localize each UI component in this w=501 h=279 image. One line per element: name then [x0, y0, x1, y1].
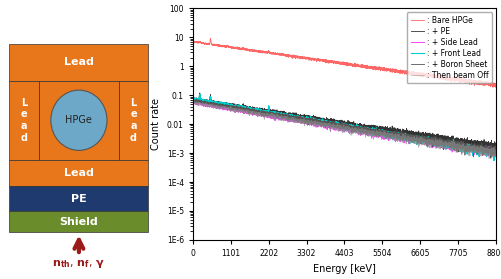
: + PE: (8.65e+03, 0.00115): + PE: (8.65e+03, 0.00115) — [487, 150, 493, 153]
: + PE: (7.24e+03, 0.00349): + PE: (7.24e+03, 0.00349) — [439, 136, 445, 139]
Text: Lead: Lead — [64, 168, 94, 178]
Bar — [10, 186, 148, 211]
Text: L
e
a
d: L e a d — [130, 98, 137, 143]
: Then beam Off: (5.73e+03, 0.00434): Then beam Off: (5.73e+03, 0.00434) — [387, 133, 393, 136]
: + PE: (1, 0.0769): + PE: (1, 0.0769) — [190, 97, 196, 100]
: + PE: (1.6e+03, 0.0353): + PE: (1.6e+03, 0.0353) — [245, 107, 251, 110]
: + Side Lead: (1, 0.0523): + Side Lead: (1, 0.0523) — [190, 102, 196, 105]
: + Side Lead: (200, 0.0794): + Side Lead: (200, 0.0794) — [197, 97, 203, 100]
: + Side Lead: (6.57e+03, 0.00303): + Side Lead: (6.57e+03, 0.00303) — [416, 138, 422, 141]
Bar — [10, 211, 148, 232]
: Bare HPGe: (8.81e+03, 0.2): Bare HPGe: (8.81e+03, 0.2) — [493, 85, 499, 88]
: Then beam Off: (7.24e+03, 0.00171): Then beam Off: (7.24e+03, 0.00171) — [439, 145, 445, 148]
: + Front Lead: (8.81e+03, 0.00117): + Front Lead: (8.81e+03, 0.00117) — [493, 150, 499, 153]
: Bare HPGe: (6.57e+03, 0.505): Bare HPGe: (6.57e+03, 0.505) — [416, 73, 422, 76]
: + Front Lead: (3.37e+03, 0.0149): + Front Lead: (3.37e+03, 0.0149) — [306, 117, 312, 121]
: Then beam Off: (6.57e+03, 0.00277): Then beam Off: (6.57e+03, 0.00277) — [416, 139, 422, 142]
: Bare HPGe: (5.28e+03, 0.789): Bare HPGe: (5.28e+03, 0.789) — [372, 68, 378, 71]
: + Front Lead: (6.57e+03, 0.0036): + Front Lead: (6.57e+03, 0.0036) — [416, 135, 422, 139]
: + Front Lead: (5.73e+03, 0.00442): + Front Lead: (5.73e+03, 0.00442) — [387, 133, 393, 136]
Line: : + Boron Sheet: : + Boron Sheet — [193, 99, 496, 158]
Bar — [10, 160, 148, 186]
Text: L
e
a
d: L e a d — [21, 98, 28, 143]
: + Boron Sheet: (8.66e+03, 0.000668): + Boron Sheet: (8.66e+03, 0.000668) — [488, 157, 494, 160]
: + Side Lead: (8.81e+03, 0.000964): + Side Lead: (8.81e+03, 0.000964) — [493, 152, 499, 155]
: + PE: (200, 0.119): + PE: (200, 0.119) — [197, 92, 203, 95]
Ellipse shape — [51, 90, 107, 150]
: + Boron Sheet: (8.81e+03, 0.00143): + Boron Sheet: (8.81e+03, 0.00143) — [493, 147, 499, 150]
Text: $\mathbf{n_{th}}$, $\mathbf{n_f}$, $\mathbf{\gamma}$: $\mathbf{n_{th}}$, $\mathbf{n_f}$, $\mat… — [53, 258, 105, 270]
: + Front Lead: (8.75e+03, 0.000548): + Front Lead: (8.75e+03, 0.000548) — [491, 159, 497, 162]
Line: : + Side Lead: : + Side Lead — [193, 98, 496, 157]
: Then beam Off: (1.6e+03, 0.0227): Then beam Off: (1.6e+03, 0.0227) — [245, 112, 251, 116]
: Then beam Off: (8.81e+03, 0.00132): Then beam Off: (8.81e+03, 0.00132) — [493, 148, 499, 151]
: + PE: (8.81e+03, 0.00196): + PE: (8.81e+03, 0.00196) — [493, 143, 499, 146]
: Then beam Off: (1, 0.0593): Then beam Off: (1, 0.0593) — [190, 100, 196, 104]
: + Boron Sheet: (5.73e+03, 0.00388): + Boron Sheet: (5.73e+03, 0.00388) — [387, 134, 393, 138]
: + Front Lead: (7.24e+03, 0.0023): + Front Lead: (7.24e+03, 0.0023) — [439, 141, 445, 144]
Line: : Then beam Off: : Then beam Off — [193, 102, 496, 159]
Text: HPGe: HPGe — [66, 115, 92, 125]
Text: Lead: Lead — [64, 57, 94, 68]
: Bare HPGe: (3.37e+03, 1.82): Bare HPGe: (3.37e+03, 1.82) — [306, 57, 312, 60]
X-axis label: Energy [keV]: Energy [keV] — [313, 264, 376, 273]
: + PE: (6.57e+03, 0.00405): + PE: (6.57e+03, 0.00405) — [416, 134, 422, 137]
: + Boron Sheet: (7.24e+03, 0.00237): + Boron Sheet: (7.24e+03, 0.00237) — [439, 141, 445, 144]
Bar — [10, 81, 39, 160]
: Bare HPGe: (7.24e+03, 0.398): Bare HPGe: (7.24e+03, 0.398) — [439, 76, 445, 80]
: + Boron Sheet: (119, 0.072): + Boron Sheet: (119, 0.072) — [194, 98, 200, 101]
: + Side Lead: (3.37e+03, 0.0122): + Side Lead: (3.37e+03, 0.0122) — [306, 120, 312, 123]
: + Side Lead: (7.24e+03, 0.00155): + Side Lead: (7.24e+03, 0.00155) — [439, 146, 445, 149]
: + Boron Sheet: (6.57e+03, 0.0037): + Boron Sheet: (6.57e+03, 0.0037) — [416, 135, 422, 138]
Line: : + Front Lead: : + Front Lead — [193, 94, 496, 161]
Bar — [39, 81, 119, 160]
Text: Shield: Shield — [60, 217, 98, 227]
: + Boron Sheet: (1, 0.0691): + Boron Sheet: (1, 0.0691) — [190, 98, 196, 102]
: + Boron Sheet: (3.37e+03, 0.0141): + Boron Sheet: (3.37e+03, 0.0141) — [306, 118, 312, 121]
Line: : + PE: : + PE — [193, 93, 496, 151]
Legend: : Bare HPGe, : + PE, : + Side Lead, : + Front Lead, : + Boron Sheet, : Then beam: : Bare HPGe, : + PE, : + Side Lead, : + … — [407, 12, 492, 83]
: + Front Lead: (1, 0.0787): + Front Lead: (1, 0.0787) — [190, 97, 196, 100]
: + Front Lead: (5.28e+03, 0.00556): + Front Lead: (5.28e+03, 0.00556) — [372, 130, 378, 133]
: + Boron Sheet: (5.28e+03, 0.00522): + Boron Sheet: (5.28e+03, 0.00522) — [372, 131, 378, 134]
Bar — [10, 44, 148, 81]
Y-axis label: Count rate: Count rate — [151, 98, 161, 150]
: Bare HPGe: (1, 6.86): Bare HPGe: (1, 6.86) — [190, 40, 196, 44]
: + Front Lead: (200, 0.107): + Front Lead: (200, 0.107) — [197, 93, 203, 96]
: + PE: (5.28e+03, 0.00819): + PE: (5.28e+03, 0.00819) — [372, 125, 378, 128]
: + Front Lead: (1.6e+03, 0.0361): + Front Lead: (1.6e+03, 0.0361) — [245, 106, 251, 110]
: Then beam Off: (48.6, 0.0608): Then beam Off: (48.6, 0.0608) — [191, 100, 197, 103]
: Bare HPGe: (514, 8.82): Bare HPGe: (514, 8.82) — [207, 37, 213, 40]
: + Side Lead: (1.6e+03, 0.0268): + Side Lead: (1.6e+03, 0.0268) — [245, 110, 251, 114]
: + Side Lead: (5.28e+03, 0.00509): + Side Lead: (5.28e+03, 0.00509) — [372, 131, 378, 134]
Line: : Bare HPGe: : Bare HPGe — [193, 39, 496, 87]
: Bare HPGe: (5.73e+03, 0.661): Bare HPGe: (5.73e+03, 0.661) — [387, 70, 393, 73]
: + PE: (5.73e+03, 0.00789): + PE: (5.73e+03, 0.00789) — [387, 126, 393, 129]
: Then beam Off: (5.28e+03, 0.00516): Then beam Off: (5.28e+03, 0.00516) — [372, 131, 378, 134]
: Bare HPGe: (1.6e+03, 3.77): Bare HPGe: (1.6e+03, 3.77) — [245, 48, 251, 51]
Bar — [119, 81, 148, 160]
Text: PE: PE — [71, 194, 87, 204]
: + Boron Sheet: (1.6e+03, 0.0285): + Boron Sheet: (1.6e+03, 0.0285) — [245, 109, 251, 113]
: Bare HPGe: (8.72e+03, 0.187): Bare HPGe: (8.72e+03, 0.187) — [490, 86, 496, 89]
: Then beam Off: (8.61e+03, 0.000644): Then beam Off: (8.61e+03, 0.000644) — [486, 157, 492, 160]
: Then beam Off: (3.37e+03, 0.0131): Then beam Off: (3.37e+03, 0.0131) — [306, 119, 312, 122]
: + Side Lead: (8.78e+03, 0.000729): + Side Lead: (8.78e+03, 0.000729) — [492, 155, 498, 159]
: + Side Lead: (5.73e+03, 0.00469): + Side Lead: (5.73e+03, 0.00469) — [387, 132, 393, 135]
: + PE: (3.37e+03, 0.018): + PE: (3.37e+03, 0.018) — [306, 115, 312, 119]
